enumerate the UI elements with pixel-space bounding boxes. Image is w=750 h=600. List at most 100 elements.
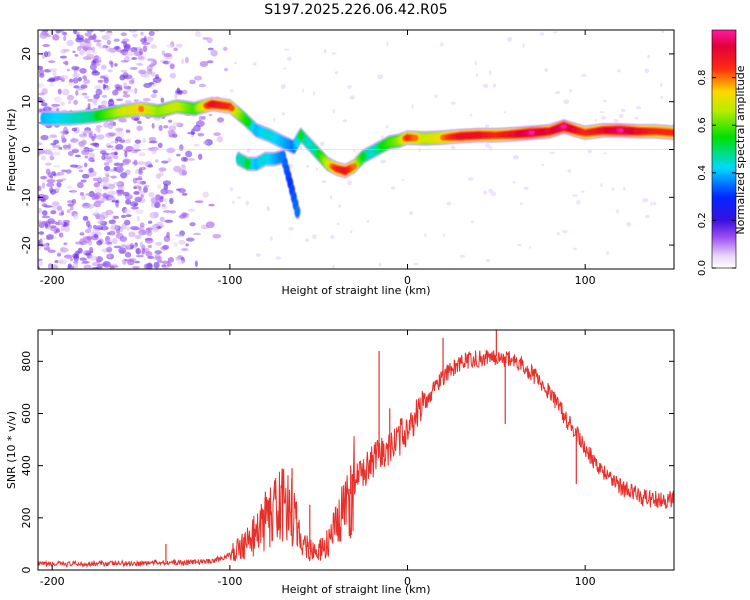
noise-speck bbox=[620, 108, 626, 113]
noise-speck bbox=[202, 140, 209, 145]
noise-speck bbox=[82, 236, 92, 243]
noise-speck bbox=[587, 149, 592, 154]
noise-speck bbox=[113, 182, 122, 186]
noise-speck bbox=[198, 153, 203, 160]
noise-speck bbox=[194, 200, 204, 203]
noise-speck bbox=[82, 215, 89, 221]
noise-speck bbox=[146, 36, 154, 43]
noise-speck bbox=[90, 98, 98, 103]
noise-speck bbox=[103, 77, 109, 84]
noise-speck bbox=[59, 219, 64, 227]
noise-speck bbox=[60, 247, 69, 253]
noise-speck bbox=[72, 213, 79, 220]
noise-speck bbox=[114, 63, 118, 67]
noise-speck bbox=[92, 228, 100, 232]
noise-speck bbox=[283, 48, 290, 51]
ridge-point bbox=[245, 117, 252, 127]
noise-speck bbox=[644, 214, 650, 219]
noise-speck bbox=[67, 265, 75, 269]
noise-speck bbox=[231, 200, 235, 204]
noise-speck bbox=[489, 146, 493, 151]
noise-speck bbox=[133, 244, 138, 250]
noise-speck bbox=[562, 229, 568, 234]
noise-speck bbox=[38, 207, 43, 214]
noise-speck bbox=[660, 82, 663, 88]
noise-speck bbox=[269, 236, 273, 241]
noise-speck bbox=[98, 176, 102, 183]
noise-speck bbox=[60, 101, 66, 107]
noise-speck bbox=[119, 74, 126, 81]
noise-speck bbox=[38, 82, 45, 88]
noise-speck bbox=[54, 259, 59, 264]
noise-speck bbox=[520, 202, 523, 206]
noise-speck bbox=[539, 32, 545, 36]
noise-speck bbox=[96, 266, 103, 269]
noise-speck bbox=[189, 79, 196, 85]
noise-speck bbox=[65, 169, 72, 174]
noise-speck bbox=[644, 68, 649, 74]
spectrogram-y-label: Frequency (Hz) bbox=[5, 109, 18, 192]
snr-background bbox=[38, 330, 674, 570]
noise-speck bbox=[86, 47, 93, 51]
noise-speck bbox=[174, 234, 184, 237]
noise-speck bbox=[106, 174, 110, 178]
noise-speck bbox=[46, 182, 55, 187]
noise-speck bbox=[199, 61, 209, 67]
noise-speck bbox=[88, 167, 94, 173]
noise-speck bbox=[38, 258, 43, 262]
noise-speck bbox=[144, 237, 153, 241]
noise-speck bbox=[94, 84, 102, 90]
noise-speck bbox=[635, 106, 642, 110]
noise-speck bbox=[50, 210, 57, 215]
ridge-point bbox=[617, 128, 624, 133]
noise-speck bbox=[66, 94, 75, 101]
noise-speck bbox=[39, 98, 45, 104]
noise-speck bbox=[113, 45, 120, 50]
noise-speck bbox=[554, 91, 561, 95]
noise-speck bbox=[49, 220, 58, 225]
noise-speck bbox=[138, 69, 147, 75]
noise-speck bbox=[147, 220, 153, 224]
noise-speck bbox=[77, 247, 83, 254]
noise-speck bbox=[522, 43, 525, 48]
noise-speck bbox=[103, 155, 112, 160]
y-tick-label: 600 bbox=[20, 403, 33, 424]
noise-speck bbox=[97, 79, 104, 83]
noise-speck bbox=[51, 264, 58, 269]
noise-speck bbox=[626, 222, 632, 227]
noise-speck bbox=[634, 117, 639, 120]
noise-speck bbox=[390, 186, 396, 190]
noise-speck bbox=[113, 39, 118, 43]
noise-speck bbox=[143, 186, 148, 193]
noise-speck bbox=[136, 161, 146, 165]
noise-speck bbox=[47, 172, 53, 178]
noise-speck bbox=[134, 260, 141, 264]
noise-speck bbox=[70, 138, 79, 143]
noise-speck bbox=[563, 99, 570, 104]
noise-speck bbox=[337, 204, 342, 208]
noise-speck bbox=[442, 233, 446, 237]
noise-speck bbox=[58, 258, 68, 265]
noise-speck bbox=[148, 82, 155, 85]
noise-speck bbox=[80, 84, 88, 89]
noise-speck bbox=[181, 248, 189, 251]
noise-speck bbox=[52, 204, 58, 211]
noise-speck bbox=[107, 122, 114, 129]
noise-speck bbox=[140, 166, 147, 171]
noise-speck bbox=[380, 159, 387, 164]
noise-speck bbox=[377, 74, 383, 80]
noise-speck bbox=[49, 152, 54, 159]
noise-speck bbox=[43, 149, 53, 155]
noise-speck bbox=[661, 30, 665, 34]
noise-speck bbox=[71, 127, 78, 132]
noise-speck bbox=[129, 66, 138, 71]
colorbar-tick-label: 0.8 bbox=[697, 70, 708, 86]
noise-speck bbox=[88, 152, 95, 160]
y-tick-label: 0 bbox=[20, 567, 33, 574]
noise-speck bbox=[136, 215, 141, 222]
noise-speck bbox=[148, 30, 155, 37]
x-tick-label: -100 bbox=[217, 575, 242, 588]
noise-speck bbox=[151, 122, 155, 129]
noise-speck bbox=[332, 264, 335, 269]
noise-speck bbox=[194, 260, 198, 267]
